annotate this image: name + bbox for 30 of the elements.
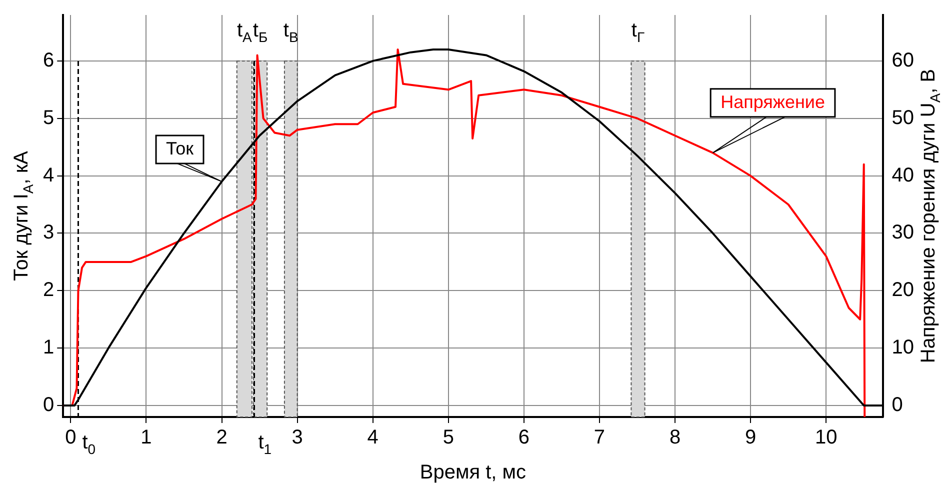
text: Напряжение (720, 92, 825, 112)
y2-tick-label: 40 (892, 164, 914, 186)
y2-axis-title: Напряжение горения дуги UА, В (918, 68, 943, 364)
y-axis-title: Ток дуги IА, кА (10, 150, 36, 281)
x-tick-label: 1 (140, 426, 152, 449)
y2-tick-label: 10 (892, 336, 914, 359)
y2-tick-label: 20 (892, 279, 914, 302)
x-tick-label: 5 (442, 426, 454, 449)
text: Ток (166, 138, 194, 159)
y-tick-label: 6 (43, 49, 54, 72)
y-tick-label: 1 (43, 336, 54, 359)
x-tick-label: 9 (744, 426, 756, 449)
y-tick-label: 4 (43, 164, 54, 186)
x-tick-label: 8 (669, 426, 681, 449)
x-tick-label: 3 (292, 426, 303, 449)
y2-tick-label: 0 (892, 394, 903, 416)
x-tick-label: 6 (518, 426, 530, 449)
x-tick-label: 4 (367, 426, 378, 449)
y2-tick-label: 30 (892, 222, 914, 244)
y-tick-label: 2 (43, 279, 54, 302)
y-tick-label: 5 (43, 106, 54, 129)
x-tick-label: 10 (814, 426, 838, 449)
y2-tick-label: 50 (892, 106, 914, 129)
y2-tick-label: 60 (892, 49, 914, 72)
x-axis-title: Время t, мс (420, 462, 526, 483)
y-tick-label: 3 (43, 222, 54, 244)
x-tick-label: 7 (594, 426, 606, 449)
x-tick-label: 0 (65, 426, 76, 449)
y-tick-label: 0 (43, 394, 54, 416)
x-tick-label: 2 (216, 426, 228, 449)
